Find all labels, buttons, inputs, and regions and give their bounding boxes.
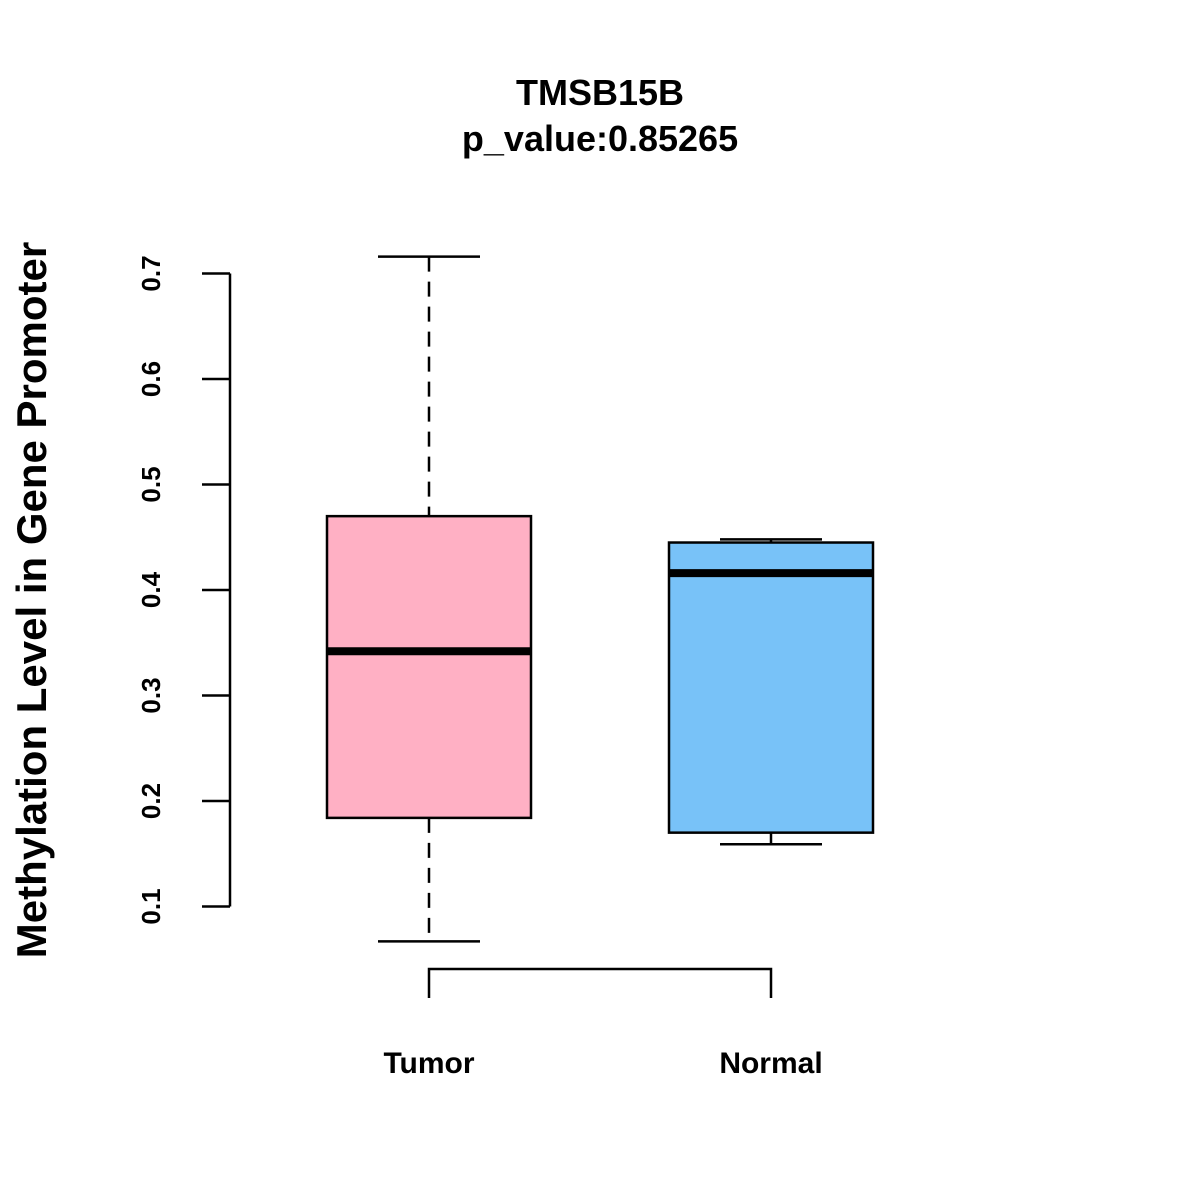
y-tick-label: 0.1 <box>136 888 166 924</box>
x-tick-label-tumor: Tumor <box>383 1047 474 1080</box>
chart-subtitle: p_value:0.85265 <box>462 118 738 159</box>
iqr-box <box>667 541 875 834</box>
y-axis-label: Methylation Level in Gene Promoter <box>8 242 55 958</box>
x-axis-bracket <box>427 967 773 998</box>
y-tick-label: 0.2 <box>136 783 166 819</box>
box-tumor <box>325 255 533 943</box>
box-normal <box>667 538 875 846</box>
x-tick-label-normal: Normal <box>719 1047 822 1080</box>
y-tick-label: 0.5 <box>136 466 166 502</box>
x-axis: Tumor Normal <box>383 967 823 1080</box>
y-tick-label: 0.6 <box>136 361 166 397</box>
y-axis: 0.1 0.2 0.3 0.4 0.5 0.6 0.7 <box>136 255 232 925</box>
y-tick-label: 0.4 <box>136 571 166 608</box>
y-tick-label: 0.7 <box>136 255 166 291</box>
y-tick-label: 0.3 <box>136 677 166 713</box>
chart-title: TMSB15B <box>516 72 684 113</box>
box-series <box>325 255 875 943</box>
iqr-box <box>325 514 533 820</box>
